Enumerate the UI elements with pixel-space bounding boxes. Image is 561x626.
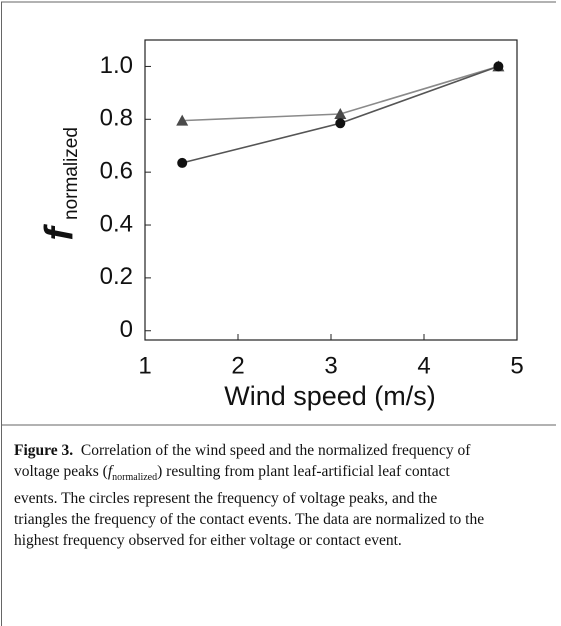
caption-symbol: f: [107, 463, 113, 480]
triangle-marker: [334, 108, 347, 120]
x-tick-label: 3: [324, 352, 337, 379]
y-tick-label: 0: [120, 316, 133, 343]
y-tick-label: 1.0: [100, 52, 133, 79]
y-label-subscript: normalized: [61, 127, 82, 220]
plot-frame: [144, 39, 518, 341]
y-tick-label: 0.6: [100, 158, 133, 185]
triangle-marker: [176, 114, 189, 126]
circle-marker: [177, 157, 188, 168]
caption: Figure 3. Correlation of the wind speed …: [14, 440, 494, 551]
caption-text: Correlation of the wind speed and the no…: [14, 442, 471, 480]
x-tick-label: 4: [417, 352, 430, 379]
y-axis-label: f normalized: [38, 127, 82, 241]
y-tick-label: 0.4: [100, 210, 133, 237]
y-label-symbol: f: [38, 224, 82, 241]
x-tick-label: 5: [510, 352, 523, 379]
x-tick-label: 2: [231, 352, 244, 379]
caption-text: ) resulting from plant leaf-artificial l…: [14, 463, 485, 550]
y-tick-label: 0.8: [100, 105, 133, 132]
circle-marker: [335, 118, 346, 129]
caption-subscript: normalized: [112, 472, 158, 484]
caption-label: Figure 3.: [14, 442, 74, 459]
circle-marker: [493, 61, 504, 72]
x-axis-label: Wind speed (m/s): [224, 381, 436, 411]
x-tick-label: 1: [138, 352, 151, 379]
y-tick-label: 0.2: [100, 263, 133, 290]
